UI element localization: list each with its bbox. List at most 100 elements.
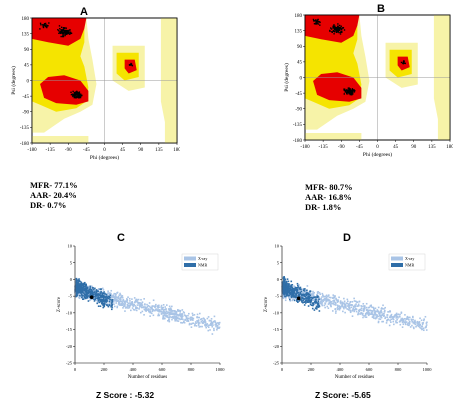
residue-point bbox=[347, 90, 349, 92]
xray-point bbox=[365, 316, 368, 318]
xray-point bbox=[380, 309, 382, 312]
y-tick-label: -20 bbox=[66, 344, 73, 349]
y-axis-label: Psi (degrees) bbox=[283, 63, 290, 92]
x-tick-label: 400 bbox=[130, 367, 138, 372]
nmr-point bbox=[283, 293, 285, 296]
nmr-point bbox=[77, 284, 79, 286]
xray-point bbox=[321, 303, 323, 306]
nmr-point bbox=[313, 309, 316, 311]
nmr-point bbox=[82, 298, 85, 300]
xray-point bbox=[358, 310, 361, 313]
nmr-point bbox=[292, 287, 295, 290]
x-tick-label: 45 bbox=[393, 145, 399, 150]
nmr-point bbox=[99, 300, 102, 303]
nmr-point bbox=[316, 296, 319, 298]
residue-point bbox=[339, 31, 342, 34]
residue-point bbox=[349, 93, 351, 96]
residue-point bbox=[350, 93, 352, 95]
nmr-point bbox=[89, 294, 91, 297]
xray-point bbox=[367, 311, 369, 313]
xray-point bbox=[160, 304, 163, 307]
nmr-point bbox=[284, 290, 286, 292]
nmr-point bbox=[299, 292, 302, 295]
residue-point bbox=[70, 93, 73, 96]
residue-point bbox=[402, 61, 405, 63]
residue-point bbox=[402, 62, 404, 64]
xray-point bbox=[204, 321, 206, 324]
nmr-point bbox=[286, 288, 288, 290]
nmr-point bbox=[81, 283, 83, 286]
xray-point bbox=[111, 302, 114, 304]
nmr-point bbox=[286, 283, 289, 285]
xray-point bbox=[409, 326, 412, 328]
y-tick-label: -10 bbox=[273, 310, 280, 315]
xray-point bbox=[349, 309, 352, 312]
xray-point bbox=[407, 318, 409, 320]
xray-point bbox=[364, 306, 366, 308]
nmr-point bbox=[309, 290, 311, 293]
xray-point bbox=[165, 308, 167, 311]
xray-point bbox=[380, 307, 383, 310]
nmr-point bbox=[289, 293, 292, 296]
xray-point bbox=[151, 305, 154, 307]
xray-point bbox=[101, 287, 104, 290]
xray-point bbox=[136, 304, 139, 306]
xray-point bbox=[328, 302, 331, 305]
residue-point bbox=[72, 90, 74, 93]
residue-point bbox=[341, 31, 343, 33]
xray-point bbox=[155, 308, 157, 310]
nmr-point bbox=[290, 291, 293, 294]
xray-point bbox=[318, 301, 321, 304]
xray-point bbox=[181, 309, 184, 311]
nmr-point bbox=[108, 304, 111, 306]
xray-point bbox=[345, 302, 348, 304]
nmr-point bbox=[314, 307, 317, 310]
xray-point bbox=[412, 315, 414, 318]
xray-point bbox=[416, 324, 418, 327]
nmr-point bbox=[318, 298, 320, 301]
xray-point bbox=[117, 300, 119, 303]
nmr-point bbox=[109, 296, 111, 299]
residue-point bbox=[343, 89, 345, 92]
xray-point bbox=[176, 316, 179, 319]
xray-point bbox=[116, 305, 119, 308]
nmr-point bbox=[301, 293, 303, 296]
xray-point bbox=[158, 309, 161, 312]
xray-point bbox=[121, 302, 123, 305]
xray-point bbox=[138, 308, 140, 310]
nmr-point bbox=[82, 284, 85, 287]
xray-point bbox=[292, 298, 294, 301]
xray-point bbox=[157, 306, 159, 308]
residue-point bbox=[128, 64, 131, 66]
xray-point bbox=[173, 312, 176, 315]
xray-point bbox=[120, 300, 122, 303]
xray-point bbox=[167, 311, 169, 314]
nmr-point bbox=[315, 305, 318, 308]
nmr-point bbox=[77, 289, 79, 292]
nmr-point bbox=[82, 291, 84, 294]
xray-point bbox=[218, 326, 221, 329]
xray-point bbox=[141, 305, 143, 307]
xray-point bbox=[136, 301, 139, 303]
nmr-point bbox=[106, 298, 108, 301]
xray-point bbox=[180, 317, 183, 319]
nmr-point bbox=[105, 293, 108, 296]
xray-point bbox=[152, 309, 155, 311]
nmr-point bbox=[290, 286, 292, 288]
residue-point bbox=[66, 32, 68, 34]
zscore-label-d: Z Score: -5.65 bbox=[315, 390, 371, 400]
xray-point bbox=[327, 303, 330, 305]
xray-point bbox=[316, 293, 318, 296]
nmr-point bbox=[309, 303, 312, 306]
nmr-point bbox=[105, 304, 108, 306]
xray-point bbox=[175, 317, 178, 320]
xray-point bbox=[165, 314, 168, 317]
xray-point bbox=[357, 313, 359, 316]
xray-point bbox=[176, 317, 179, 320]
nmr-point bbox=[107, 295, 109, 298]
legend-swatch bbox=[391, 256, 403, 261]
nmr-point bbox=[101, 298, 104, 301]
xray-point bbox=[349, 310, 352, 313]
y-tick-label: -5 bbox=[275, 294, 279, 299]
nmr-point bbox=[288, 291, 291, 294]
